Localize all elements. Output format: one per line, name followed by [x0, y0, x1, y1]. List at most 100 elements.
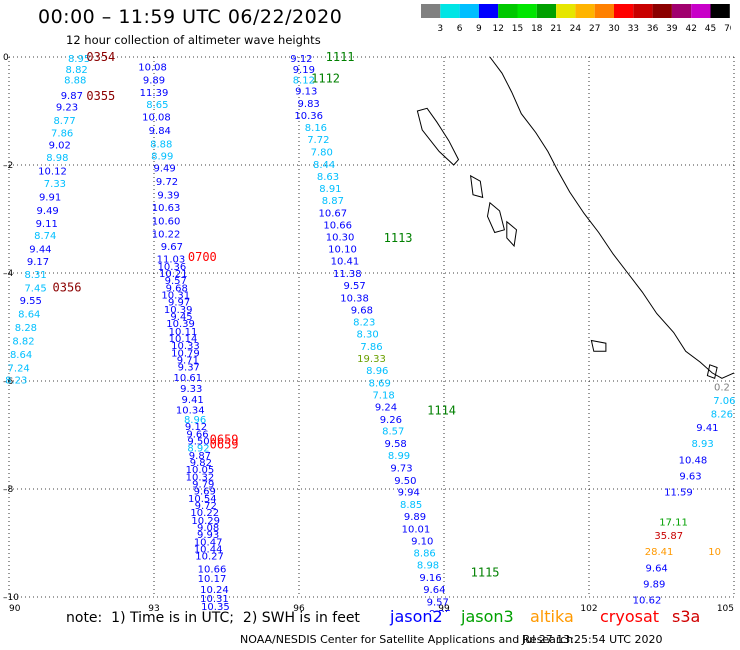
wave-height-value: 10.67 — [319, 209, 348, 220]
pass-time-label: 0659 — [210, 438, 239, 452]
wave-height-value: 9.83 — [298, 99, 320, 110]
lat-tick-label: –6 — [3, 377, 14, 387]
wave-height-value: 9.16 — [419, 573, 441, 584]
wave-height-value: 8.77 — [53, 116, 75, 127]
wave-height-value: 9.02 — [49, 140, 71, 151]
wave-height-value: 9.71 — [177, 355, 199, 366]
wave-height-value: 8.82 — [12, 337, 34, 348]
wave-height-value: 10.66 — [323, 220, 352, 231]
colorbar-swatch — [498, 4, 518, 18]
wave-height-value: 8.93 — [691, 439, 713, 450]
colorbar-label: 45 — [705, 24, 716, 34]
lon-tick-label: 102 — [580, 604, 597, 612]
island-outline — [416, 107, 460, 166]
wave-height-value: 9.66 — [186, 429, 208, 440]
wave-height-value: 9.97 — [168, 298, 190, 309]
wave-height-value: 8.64 — [18, 310, 40, 321]
wave-height-value: 8.63 — [317, 172, 339, 183]
wave-height-value: 8.87 — [322, 196, 344, 207]
wave-height-value: 10.34 — [176, 406, 205, 417]
wave-height-value: 10.12 — [38, 166, 67, 177]
wave-height-value: 10.21 — [159, 269, 188, 280]
wave-height-value: 7.80 — [311, 148, 333, 159]
wave-height-value: 9.08 — [197, 523, 219, 534]
colorbar-swatch — [440, 4, 460, 18]
island-outline — [706, 364, 718, 379]
wave-height-value: 9.84 — [149, 126, 171, 137]
colorbar-label: 15 — [512, 24, 523, 34]
wave-height-value: 9.12 — [290, 54, 312, 65]
wave-height-value: 9.63 — [679, 472, 701, 483]
wave-height-value: 9.55 — [20, 296, 42, 307]
footer-note: note: 1) Time is in UTC; 2) SWH is in fe… — [66, 610, 360, 626]
wave-height-value: 10.08 — [142, 112, 171, 123]
colorbar-swatch — [594, 4, 614, 18]
colorbar-swatch — [556, 4, 576, 18]
wave-height-value: 8.12 — [293, 76, 315, 87]
wave-height-value: 9.57 — [427, 597, 449, 608]
wave-height-value: 10.01 — [402, 524, 431, 535]
colorbar-label: 42 — [685, 24, 696, 34]
wave-height-value: 9.89 — [404, 512, 426, 523]
wave-height-value: 9.57 — [165, 276, 187, 287]
wave-height-value: 10.10 — [328, 245, 357, 256]
wave-height-value: 9.94 — [398, 488, 420, 499]
pass-time-label: 1111 — [326, 50, 355, 64]
wave-height-value: 11.39 — [140, 88, 169, 99]
pass-time-label: 0354 — [86, 50, 115, 64]
wave-height-value: 10 — [708, 547, 721, 558]
colorbar-label: 33 — [628, 24, 639, 34]
colorbar-swatch — [671, 4, 692, 18]
wave-height-value: 10.14 — [169, 334, 198, 345]
coastline — [489, 56, 735, 379]
colorbar-label: 24 — [570, 24, 582, 34]
wave-height-value: 10.62 — [633, 596, 662, 607]
wave-height-value: 7.06 — [713, 396, 735, 407]
wave-height-value: 9.82 — [190, 458, 212, 469]
wave-height-value: 10.66 — [198, 564, 227, 575]
wave-height-value: 8.65 — [146, 100, 168, 111]
wave-height-value: 9.41 — [182, 395, 204, 406]
wave-height-value: 8.57 — [382, 427, 404, 438]
pass-time-label: 1115 — [471, 566, 500, 580]
wave-height-value: 17.11 — [659, 517, 688, 528]
wave-height-value: 9.67 — [161, 242, 183, 253]
wave-height-value: 8.44 — [313, 160, 335, 171]
wave-height-value: 10.36 — [294, 111, 323, 122]
island-outline — [469, 174, 484, 199]
wave-height-value: 9.45 — [170, 312, 192, 323]
wave-height-value: 8.69 — [369, 379, 391, 390]
colorbar-swatch — [691, 4, 711, 18]
wave-height-value: 8.64 — [10, 350, 32, 361]
colorbar-label: 36 — [647, 24, 659, 34]
colorbar-label: 9 — [476, 24, 482, 34]
wave-height-value: 8.99 — [151, 151, 173, 162]
legend-cryosat: cryosat — [600, 607, 660, 626]
wave-height-value: 10.79 — [171, 348, 200, 359]
wave-height-value: 8.28 — [15, 323, 37, 334]
legend-s3a: s3a — [672, 607, 701, 626]
wave-height-value: 9.19 — [293, 65, 315, 76]
wave-height-value: 10.54 — [188, 494, 217, 505]
wave-height-value: 8.98 — [46, 153, 68, 164]
lat-tick-label: –4 — [3, 269, 14, 279]
wave-height-value: 9.49 — [37, 206, 59, 217]
wave-height-value: 9.11 — [36, 219, 58, 230]
island-outline — [506, 220, 518, 248]
wave-height-value: 8.88 — [64, 76, 86, 87]
altimeter-track-d: 0.2 7.06 8.26 9.41 8.93 10.48 9.63 11.59 17.11 35… — [625, 382, 735, 612]
colorbar-label: 39 — [666, 24, 678, 34]
wave-height-value: 9.79 — [192, 480, 214, 491]
wave-height-value: 9.41 — [696, 423, 718, 434]
wave-height-value: 11.03 — [157, 254, 186, 265]
lat-tick-label: 0 — [3, 53, 9, 63]
altimeter-track-a: 8.958.828.889.879.238.777.869.028.9810.1… — [5, 50, 115, 386]
colorbar-swatch — [478, 4, 499, 18]
altimeter-track-b: 10.089.8911.398.6510.089.848.888.999.499… — [138, 63, 250, 612]
wave-height-value: 9.25 — [429, 609, 451, 612]
colorbar-swatch — [652, 4, 672, 18]
wave-height-value: 7.86 — [51, 129, 73, 140]
wave-height-value: 10.63 — [152, 203, 181, 214]
legend-altika: altika — [530, 607, 574, 626]
